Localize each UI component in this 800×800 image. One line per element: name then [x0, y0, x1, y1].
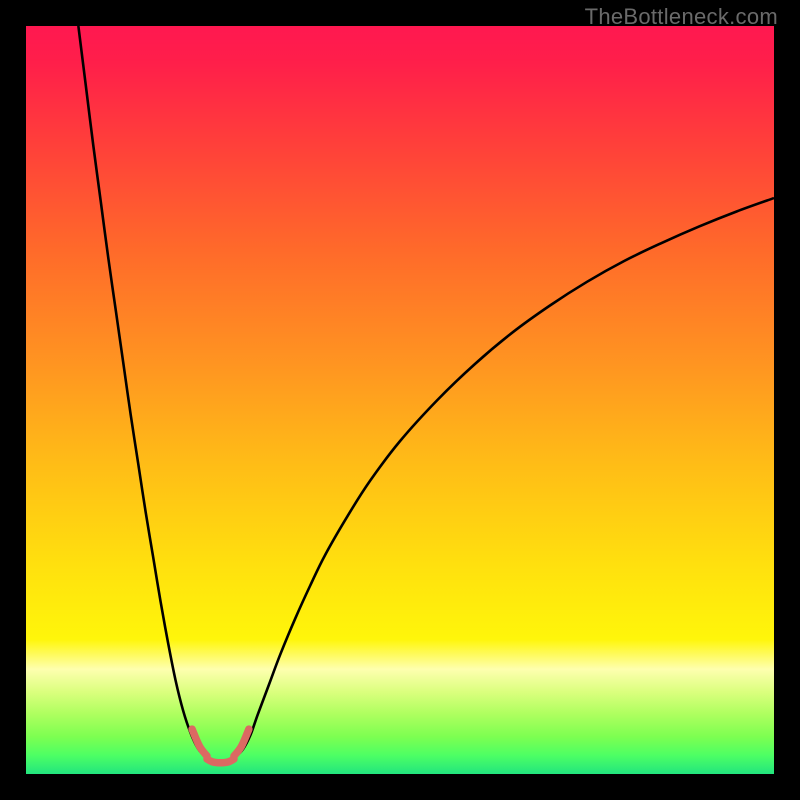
chart-container: TheBottleneck.com: [0, 0, 800, 800]
plot-svg: [26, 26, 774, 774]
plot-area: [26, 26, 774, 774]
gradient-background: [26, 26, 774, 774]
valley-marker-segment: [207, 759, 234, 763]
